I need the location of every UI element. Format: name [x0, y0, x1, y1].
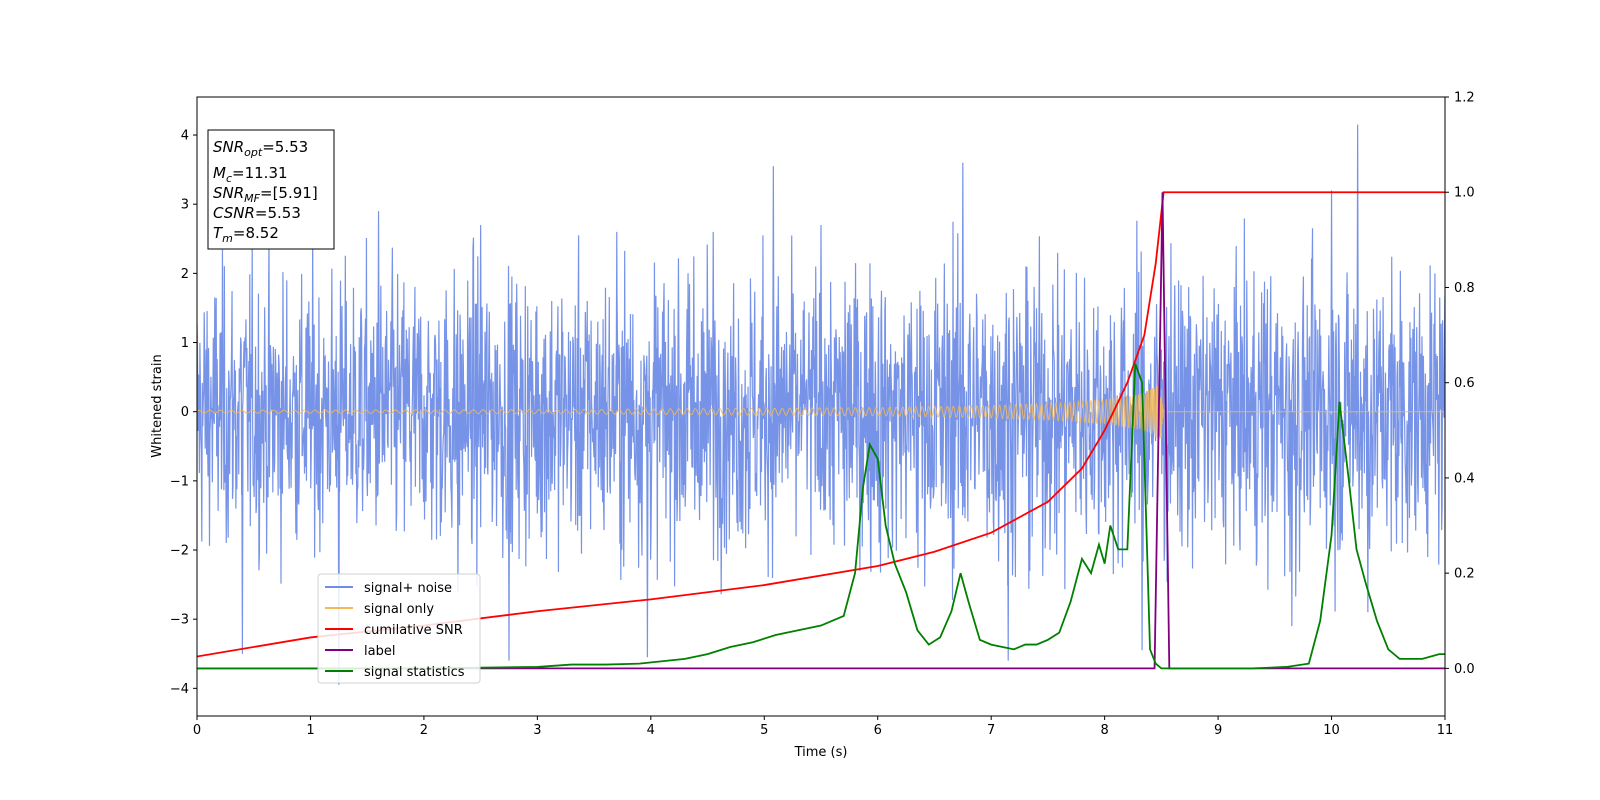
y-right-tick-label: 1.0 — [1454, 186, 1475, 201]
plot-frame — [196, 96, 1446, 717]
y-left-tick-label: 3 — [181, 198, 189, 213]
y-left-tick-label: −2 — [170, 544, 189, 559]
legend-frame — [317, 573, 481, 684]
x-tick-label: 0 — [193, 723, 201, 738]
y-right-tick-label: 0.4 — [1454, 471, 1475, 486]
x-tick-label: 10 — [1323, 723, 1340, 738]
x-tick-label: 8 — [1100, 723, 1108, 738]
x-tick-label: 9 — [1214, 723, 1222, 738]
y-axis-label: Whitened strain — [150, 354, 165, 457]
legend-entry: cumilative SNR — [325, 623, 463, 638]
y-left-tick-label: 1 — [181, 336, 189, 351]
legend: signal+ noise signal only cumilative SNR la… — [317, 573, 481, 684]
x-axis-label: Time (s) — [794, 745, 848, 760]
annotation-line: Mc=11.31 — [213, 164, 288, 185]
axes: 0 1 2 3 4 5 6 7 8 9 10 11 −4 −3 −2 −1 0 1 2 3 4 0.0 0.2 0.4 0.6 0… — [170, 91, 1475, 739]
y-right-tick-label: 0.6 — [1454, 376, 1475, 391]
series-cumilative-snr — [197, 191, 1445, 658]
legend-label: label — [364, 644, 395, 659]
legend-entry: signal statistics — [325, 665, 465, 680]
x-tick-label: 6 — [874, 723, 882, 738]
annotation-line: CSNR=5.53 — [213, 204, 301, 222]
y-left-tick-label: −3 — [170, 613, 189, 628]
annotation-line: SNRopt=5.53 — [213, 138, 308, 159]
legend-label: signal statistics — [364, 665, 465, 680]
x-tick-label: 2 — [420, 723, 428, 738]
plot-area — [197, 124, 1445, 685]
legend-label: cumilative SNR — [364, 623, 463, 638]
legend-entry: label — [325, 644, 395, 659]
y-left-tick-label: −1 — [170, 474, 189, 489]
series-signal-only — [197, 386, 1445, 439]
x-tick-label: 5 — [760, 723, 768, 738]
legend-label: signal only — [364, 602, 434, 617]
y-left-tick-label: 4 — [181, 129, 189, 144]
annotation-line: Tm=8.52 — [213, 224, 279, 245]
y-right-tick-label: 1.2 — [1454, 91, 1475, 106]
y-right-tick-label: 0.0 — [1454, 662, 1475, 677]
annotation-frame — [207, 129, 335, 250]
y-right-tick-label: 0.8 — [1454, 281, 1475, 296]
x-tick-label: 11 — [1437, 723, 1454, 738]
annotation-line: SNRMF=[5.91] — [213, 184, 318, 205]
legend-label: signal+ noise — [364, 581, 452, 596]
legend-entry: signal only — [325, 602, 434, 617]
x-tick-label: 3 — [533, 723, 541, 738]
y-left-tick-label: 0 — [181, 405, 189, 420]
y-left-tick-label: −4 — [170, 682, 189, 697]
x-tick-label: 7 — [987, 723, 995, 738]
y-left-tick-label: 2 — [181, 267, 189, 282]
legend-entry: signal+ noise — [325, 581, 452, 596]
annotation-box: SNRopt=5.53 Mc=11.31SNRMF=[5.91]CSNR=5.53… — [207, 129, 335, 250]
series-signal-statistics — [197, 363, 1445, 670]
y-right-tick-label: 0.2 — [1454, 567, 1475, 582]
x-tick-label: 1 — [306, 723, 314, 738]
x-tick-label: 4 — [647, 723, 655, 738]
